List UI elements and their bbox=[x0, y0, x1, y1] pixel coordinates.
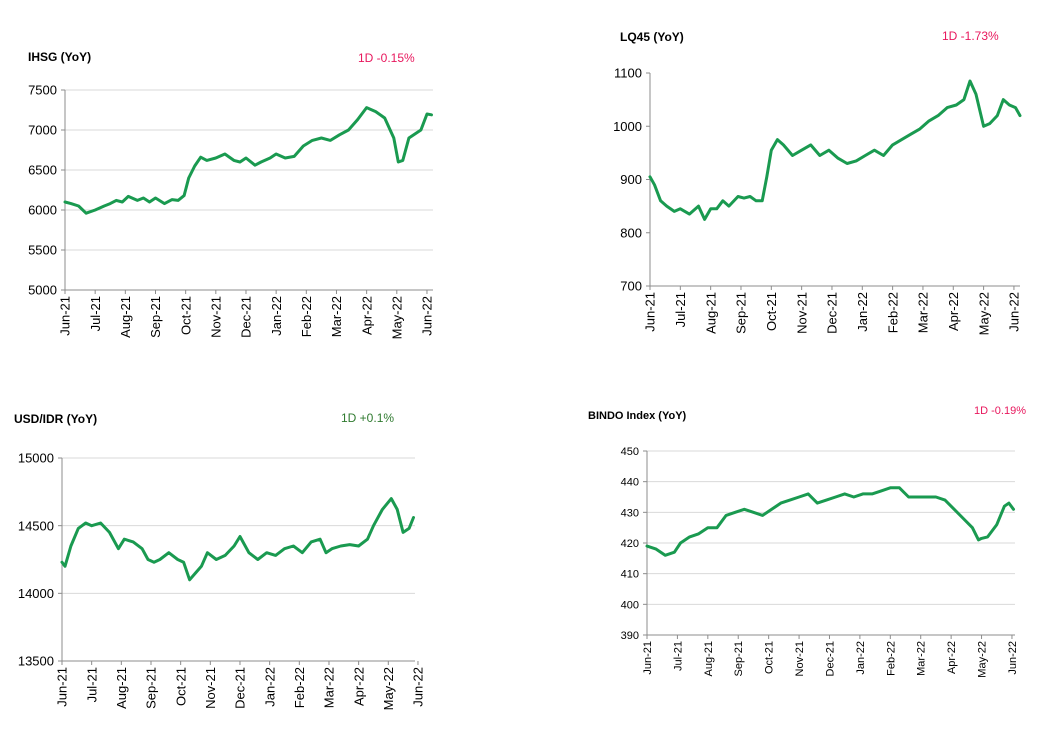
series-line bbox=[648, 79, 1022, 221]
x-tick-label: Nov-21 bbox=[794, 292, 809, 334]
x-tick-label: Feb-22 bbox=[885, 641, 897, 676]
x-tick-label: Nov-21 bbox=[208, 296, 223, 338]
daily-change: 1D -0.15% bbox=[358, 51, 415, 65]
y-tick-label: 1000 bbox=[613, 119, 642, 134]
chart-panel-usdidr: USD/IDR (YoY) 1D +0.1% 15000 14500 14000 13… bbox=[0, 370, 520, 740]
x-tick-label: Sep-21 bbox=[734, 292, 749, 334]
x-tick-label: Oct-21 bbox=[764, 292, 779, 331]
x-tick-label: Jun-21 bbox=[55, 667, 70, 707]
daily-change: 1D +0.1% bbox=[341, 411, 395, 425]
x-tick-label: Apr-22 bbox=[351, 667, 366, 706]
series-line bbox=[63, 106, 433, 215]
y-tick-label: 410 bbox=[621, 569, 639, 581]
y-tick-label: 390 bbox=[621, 630, 639, 642]
chart-title: LQ45 (YoY) bbox=[620, 30, 684, 44]
x-tick-label: Apr-22 bbox=[946, 292, 961, 331]
y-tick-label: 5500 bbox=[28, 243, 57, 258]
x-tick-label: Apr-22 bbox=[946, 641, 958, 674]
x-tick-label: Nov-21 bbox=[203, 667, 218, 709]
x-tick-label: Mar-22 bbox=[916, 292, 931, 333]
x-tick-label: Jul-21 bbox=[672, 641, 684, 671]
x-tick-label: Sep-21 bbox=[144, 667, 159, 709]
y-tick-label: 440 bbox=[621, 477, 639, 489]
x-tick-label: Oct-21 bbox=[764, 641, 776, 674]
x-tick-label: Nov-21 bbox=[794, 641, 806, 676]
x-tick-label: Dec-21 bbox=[825, 292, 840, 334]
chart-title: BINDO Index (YoY) bbox=[588, 410, 687, 422]
x-tick-label: Apr-22 bbox=[359, 296, 374, 335]
x-tick-label: Dec-21 bbox=[233, 667, 248, 709]
x-tick-label: Sep-21 bbox=[733, 641, 745, 676]
x-tick-label: Aug-21 bbox=[114, 667, 129, 709]
y-tick-label: 7000 bbox=[28, 123, 57, 138]
x-tick-label: Jun-22 bbox=[411, 667, 426, 707]
daily-change: 1D -1.73% bbox=[942, 29, 999, 43]
series-line bbox=[645, 486, 1015, 557]
x-tick-label: Jun-21 bbox=[642, 641, 654, 675]
x-tick-label: Feb-22 bbox=[885, 292, 900, 333]
chart-title: USD/IDR (YoY) bbox=[14, 412, 98, 426]
x-tick-label: Oct-21 bbox=[173, 667, 188, 706]
x-tick-label: Mar-22 bbox=[916, 641, 928, 676]
x-tick-label: Oct-21 bbox=[178, 296, 193, 335]
y-tick-label: 7500 bbox=[28, 83, 57, 98]
y-tick-label: 15000 bbox=[18, 451, 54, 466]
x-tick-label: Jun-22 bbox=[1007, 292, 1022, 332]
x-tick-label: May-22 bbox=[381, 667, 396, 710]
x-tick-label: Jun-21 bbox=[58, 296, 73, 336]
x-tick-label: Dec-21 bbox=[824, 641, 836, 676]
x-tick-label: Aug-21 bbox=[703, 292, 718, 334]
y-tick-label: 700 bbox=[620, 279, 642, 294]
y-tick-label: 6500 bbox=[28, 163, 57, 178]
y-tick-label: 420 bbox=[621, 538, 639, 550]
chart-title: IHSG (YoY) bbox=[28, 50, 92, 64]
chart-panel-bindo: BINDO Index (YoY) 1D -0.19% 450 440 430 420… bbox=[520, 370, 1040, 740]
y-tick-label: 450 bbox=[621, 446, 639, 458]
y-tick-label: 1100 bbox=[614, 66, 642, 81]
x-tick-label: Jan-22 bbox=[262, 667, 277, 707]
daily-change: 1D -0.19% bbox=[974, 405, 1026, 417]
x-tick-label: Jun-22 bbox=[1007, 641, 1019, 675]
y-tick-label: 900 bbox=[620, 172, 642, 187]
y-tick-label: 6000 bbox=[28, 203, 57, 218]
y-tick-label: 800 bbox=[620, 225, 642, 240]
x-tick-label: Dec-21 bbox=[239, 296, 254, 338]
y-tick-label: 14000 bbox=[18, 586, 54, 601]
y-tick-label: 14500 bbox=[18, 518, 54, 533]
y-tick-label: 13500 bbox=[18, 654, 54, 669]
x-tick-label: May-22 bbox=[977, 641, 989, 678]
x-tick-label: Jun-22 bbox=[420, 296, 435, 336]
x-tick-label: Jun-21 bbox=[643, 292, 658, 332]
y-tick-label: 430 bbox=[621, 507, 639, 519]
x-tick-label: Jan-22 bbox=[855, 641, 867, 675]
x-tick-label: Feb-22 bbox=[292, 667, 307, 708]
x-tick-label: May-22 bbox=[389, 296, 404, 339]
x-tick-label: May-22 bbox=[976, 292, 991, 335]
y-tick-label: 400 bbox=[621, 599, 639, 611]
chart-panel-lq45: LQ45 (YoY) 1D -1.73% 1100 1000 900 800 700 Ju… bbox=[520, 0, 1040, 370]
x-tick-label: Sep-21 bbox=[148, 296, 163, 338]
x-tick-label: Aug-21 bbox=[118, 296, 133, 338]
x-tick-label: Jul-21 bbox=[84, 667, 99, 702]
x-tick-label: Aug-21 bbox=[703, 641, 715, 676]
x-tick-label: Mar-22 bbox=[322, 667, 337, 708]
series-line bbox=[60, 497, 415, 582]
x-tick-label: Jul-21 bbox=[673, 292, 688, 327]
chart-panel-ihsg: IHSG (YoY) 1D -0.15% 7500 7000 6500 6000 550… bbox=[0, 0, 520, 370]
x-tick-label: Jan-22 bbox=[855, 292, 870, 332]
x-tick-label: Jan-22 bbox=[269, 296, 284, 336]
y-tick-label: 5000 bbox=[28, 283, 57, 298]
x-tick-label: Feb-22 bbox=[299, 296, 314, 337]
x-tick-label: Mar-22 bbox=[329, 296, 344, 337]
x-tick-label: Jul-21 bbox=[88, 296, 103, 331]
